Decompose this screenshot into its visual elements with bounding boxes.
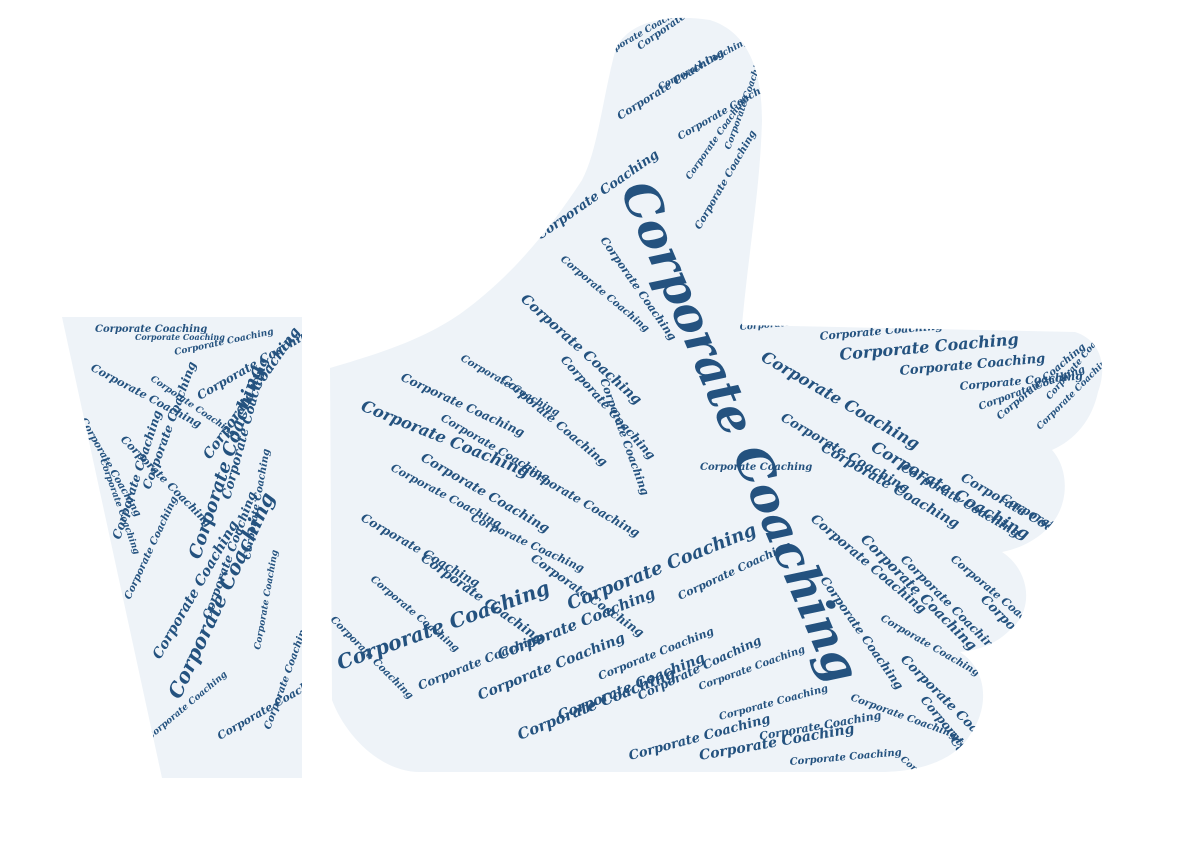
word-hand-words-71: Corporate Coaching <box>947 735 1027 854</box>
word-cuff-words-1: Corporate Coaching <box>135 332 225 342</box>
cuff-shape <box>62 317 302 778</box>
word-cuff-words-0: Corporate Coaching <box>95 324 207 335</box>
word-hand-words-65: Corporate Coaching <box>977 592 1091 706</box>
hand-shape <box>330 17 1103 773</box>
word-hand-words-44: Corporate Coaching <box>700 462 812 473</box>
word-hand-words-72: Corporate Coaching <box>898 755 982 828</box>
